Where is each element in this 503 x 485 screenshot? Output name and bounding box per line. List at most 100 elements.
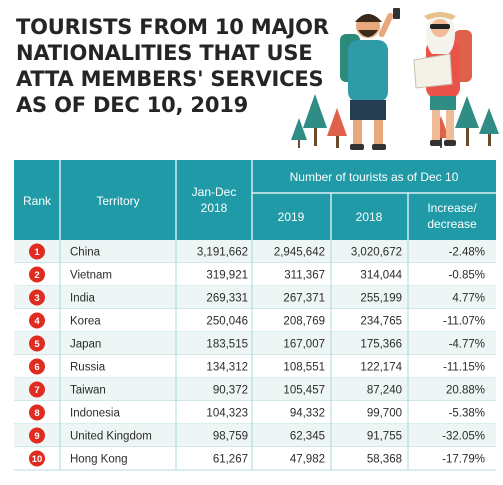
- title-line: TOURISTS FROM 10 MAJOR: [16, 15, 329, 39]
- rank-number: 1: [34, 247, 40, 258]
- jandec-2018-cell: 134,312: [206, 362, 248, 374]
- rank-badge: [29, 335, 45, 352]
- table-body: 1 China 3,191,662 2,945,642 3,020,672 -2.48% 2…: [14, 240, 496, 471]
- female-tourist-icon: [413, 12, 472, 146]
- row-background: [14, 424, 496, 447]
- rank-number: 3: [34, 293, 39, 304]
- change-cell: 20.88%: [446, 385, 485, 397]
- row-background: [14, 378, 496, 401]
- rank-badge: [29, 243, 45, 260]
- jandec-2018-cell: 319,921: [206, 270, 248, 282]
- table-row: 6 Russia 134,312 108,551 122,174 -11.15%: [14, 355, 496, 379]
- change-cell: -11.15%: [443, 362, 485, 374]
- jandec-2018-cell: 90,372: [213, 385, 248, 397]
- tourists-2019-cell: 105,457: [283, 385, 325, 397]
- table-row: 8 Indonesia 104,323 94,332 99,700 -5.38%: [14, 401, 496, 425]
- territory-cell: Korea: [70, 316, 101, 328]
- male-tourist-icon: [340, 8, 400, 150]
- rank-number: 9: [34, 431, 39, 442]
- jandec-2018-cell: 250,046: [206, 316, 248, 328]
- header-jandec-line1: Jan-Dec: [192, 185, 237, 199]
- header-territory: Territory: [96, 194, 139, 208]
- tourists-2019-cell: 267,371: [283, 293, 325, 305]
- table-row: 3 India 269,331 267,371 255,199 4.77%: [14, 286, 496, 310]
- tourists-2018-cell: 87,240: [367, 385, 402, 397]
- tourists-2019-cell: 311,367: [284, 270, 325, 282]
- tourists-2018-cell: 122,174: [360, 362, 402, 374]
- table-header-bg: [14, 160, 496, 240]
- header-2018: 2018: [356, 210, 383, 224]
- tourists-2018-cell: 255,199: [360, 293, 402, 305]
- rank-number: 10: [32, 454, 43, 465]
- table-row: 1 China 3,191,662 2,945,642 3,020,672 -2.48%: [14, 240, 496, 264]
- chart-title: TOURISTS FROM 10 MAJOR NATIONALITIES THA…: [16, 14, 336, 118]
- change-cell: 4.77%: [452, 293, 485, 305]
- jandec-2018-cell: 3,191,662: [197, 247, 248, 259]
- row-background: [14, 263, 496, 286]
- jandec-2018-cell: 183,515: [206, 339, 248, 351]
- territory-cell: United Kingdom: [70, 431, 152, 443]
- territory-cell: Russia: [70, 362, 106, 374]
- table-row: 9 United Kingdom 98,759 62,345 91,755 -32.05%: [14, 424, 496, 448]
- table-row: 10 Hong Kong 61,267 47,982 58,368 -17.79%: [14, 447, 496, 471]
- row-background: [14, 332, 496, 355]
- rank-badge: [29, 404, 45, 421]
- rank-number: 5: [34, 339, 40, 350]
- tourists-2018-cell: 3,020,672: [351, 247, 402, 259]
- rank-number: 2: [34, 270, 39, 281]
- table-row: 5 Japan 183,515 167,007 175,366 -4.77%: [14, 332, 496, 356]
- rank-badge: [29, 427, 45, 444]
- change-cell: -32.05%: [442, 431, 485, 443]
- header-group: Number of tourists as of Dec 10: [290, 170, 459, 184]
- rank-badge: [29, 312, 45, 329]
- title-line: ATTA MEMBERS' SERVICES: [16, 67, 324, 91]
- tourists-2019-cell: 94,332: [290, 408, 325, 420]
- tourist-illustration: [291, 8, 499, 150]
- tourists-2019-cell: 108,551: [283, 362, 325, 374]
- rank-badge: [29, 381, 45, 398]
- table-row: 7 Taiwan 90,372 105,457 87,240 20.88%: [14, 378, 496, 402]
- territory-cell: Indonesia: [70, 408, 120, 420]
- row-background: [14, 309, 496, 332]
- tourist-table: Rank Territory Jan-Dec 2018 Number of to…: [14, 160, 496, 471]
- jandec-2018-cell: 61,267: [213, 454, 248, 466]
- territory-cell: Hong Kong: [70, 454, 128, 466]
- title-line: AS OF DEC 10, 2019: [16, 93, 249, 117]
- change-cell: -2.48%: [449, 247, 485, 259]
- tourists-2019-cell: 208,769: [283, 316, 325, 328]
- jandec-2018-cell: 98,759: [213, 431, 248, 443]
- jandec-2018-cell: 269,331: [206, 293, 248, 305]
- tourists-2018-cell: 175,366: [360, 339, 402, 351]
- change-cell: -11.07%: [443, 316, 485, 328]
- change-cell: -17.79%: [442, 454, 485, 466]
- territory-cell: Japan: [70, 339, 101, 351]
- rank-badge: [29, 289, 45, 306]
- header-change-line2: decrease: [427, 217, 477, 231]
- change-cell: -5.38%: [449, 408, 485, 420]
- rank-badge: [29, 266, 45, 283]
- rank-number: 4: [34, 316, 40, 327]
- row-background: [14, 355, 496, 378]
- rank-number: 8: [34, 408, 39, 419]
- header-jandec-line2: 2018: [201, 201, 228, 215]
- tourists-2019-cell: 47,982: [290, 454, 325, 466]
- header-change-line1: Increase/: [427, 201, 477, 215]
- row-background: [14, 286, 496, 309]
- territory-cell: Taiwan: [70, 385, 106, 397]
- rank-number: 7: [34, 385, 39, 396]
- row-background: [14, 240, 496, 263]
- header-2019: 2019: [278, 210, 305, 224]
- territory-cell: China: [70, 247, 101, 259]
- header-rank: Rank: [23, 194, 52, 208]
- territory-cell: Vietnam: [70, 270, 112, 282]
- table-row: 2 Vietnam 319,921 311,367 314,044 -0.85%: [14, 263, 496, 287]
- tourists-2018-cell: 314,044: [360, 270, 402, 282]
- tourists-2018-cell: 234,765: [360, 316, 402, 328]
- change-cell: -0.85%: [449, 270, 485, 282]
- tourists-2019-cell: 167,007: [283, 339, 325, 351]
- jandec-2018-cell: 104,323: [206, 408, 248, 420]
- tourists-2018-cell: 99,700: [367, 408, 402, 420]
- row-background: [14, 401, 496, 424]
- header-dividers: [59, 160, 496, 240]
- territory-cell: India: [70, 293, 96, 305]
